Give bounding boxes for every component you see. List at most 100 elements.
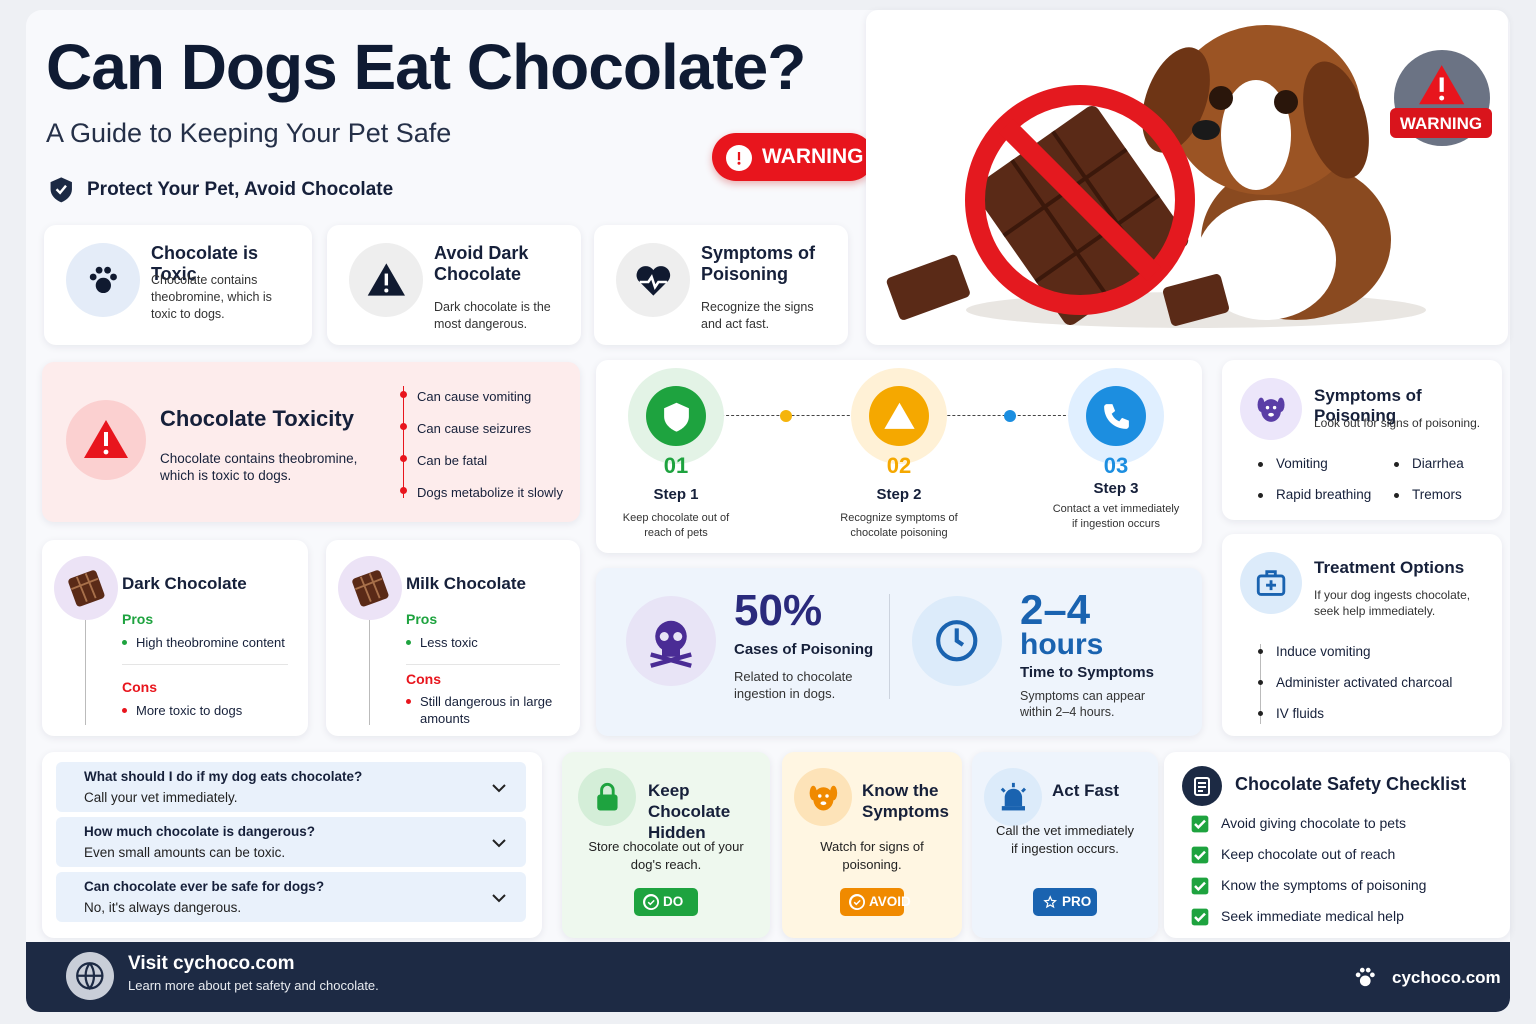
icon-shape: [77, 962, 103, 991]
icon-shape: [89, 266, 117, 293]
card-title: Avoid Dark Chocolate: [434, 243, 529, 284]
icon-shape: [669, 410, 683, 423]
bullet: [1394, 462, 1399, 467]
icon-shape: [1000, 782, 1026, 811]
icon-shape: [1103, 403, 1129, 429]
card-text: Dark chocolate is the most dangerous.: [434, 300, 551, 331]
step-text: Keep chocolate out of reach of pets: [622, 512, 730, 539]
icon-shape: [850, 895, 863, 908]
icon: [849, 894, 865, 910]
icon-shape: [1191, 846, 1209, 864]
icon-shape: [1355, 972, 1361, 977]
icon-shape: [1194, 777, 1210, 796]
faq-answer: No, it's always dangerous.: [84, 900, 242, 915]
pros-label: Pros: [122, 611, 154, 627]
card-title: Symptoms of Poisoning: [701, 243, 816, 284]
tip-badge[interactable]: AVOID: [840, 888, 911, 916]
toxicity-point: Dogs metabolize it slowly: [417, 485, 563, 500]
cons-label: Cons: [406, 671, 441, 687]
toxicity-text: Chocolate contains theobromine, which is…: [160, 451, 358, 483]
icon-shape: [1303, 61, 1369, 179]
icon: [1190, 845, 1210, 865]
treatment-title: Treatment Options: [1314, 558, 1465, 577]
stat-title: Time to Symptoms: [1020, 664, 1154, 681]
warning-pill: WARNING: [712, 133, 874, 181]
corner-warning-label: [1390, 108, 1492, 138]
stem: [85, 620, 86, 725]
bullet: [400, 391, 407, 398]
icon-shape: [354, 572, 382, 602]
icon: [1350, 962, 1380, 992]
icon-shape: [965, 85, 1195, 315]
faq-item[interactable]: Can chocolate ever be safe for dogs? No, …: [56, 872, 526, 922]
stat-title: Cases of Poisoning: [734, 641, 874, 658]
icon-shape: [109, 273, 117, 280]
footer-text: Learn more about pet safety and chocolat…: [128, 978, 379, 993]
bullet: [122, 708, 127, 713]
icon-shape: [1001, 805, 1025, 811]
icon-shape: [655, 620, 687, 653]
icon-shape: [897, 422, 901, 426]
checklist-item: Avoid giving chocolate to pets: [1221, 815, 1406, 831]
icon: [66, 400, 146, 480]
checklist-item: Know the symptoms of poisoning: [1221, 877, 1427, 893]
icon-shape: [1365, 967, 1371, 973]
tip-title: Know the Symptoms: [862, 781, 949, 821]
icon-shape: [1265, 570, 1277, 591]
faq-answer: Call your vet immediately.: [84, 790, 238, 805]
icon-shape: [1274, 90, 1298, 114]
corner-warning-text: WARNING: [1399, 114, 1483, 133]
icon-shape: [639, 273, 667, 290]
icon-shape: [636, 265, 670, 296]
tip-text: Watch for signs of poisoning.: [820, 839, 924, 872]
faq-item[interactable]: How much chocolate is dangerous? Even sma…: [56, 817, 526, 867]
icon-shape: [737, 161, 741, 165]
icon-shape: [1257, 397, 1265, 412]
bullet: [1258, 680, 1263, 685]
steps-card: 01 Step 1 Keep chocolate out of reach of p…: [596, 360, 1202, 553]
chevron: [492, 890, 506, 903]
icon-shape: [492, 839, 506, 848]
icon-shape: [998, 118, 1162, 282]
icon-shape: [1194, 850, 1206, 861]
step-halo: [851, 368, 947, 464]
icon: [1190, 876, 1210, 896]
symptom: Rapid breathing: [1276, 487, 1372, 502]
stat-text: Related to chocolate ingestion in dogs.: [734, 669, 853, 701]
icon-shape: [817, 793, 822, 798]
tip-badge[interactable]: DO: [634, 888, 698, 916]
icon-shape: [1419, 65, 1465, 105]
stat-text: Symptoms can appear within 2–4 hours.: [1020, 689, 1146, 719]
chocolate-card: Milk Chocolate Pros Less toxic Cons Still da…: [326, 540, 580, 736]
card-title: Chocolate is Toxic: [151, 243, 259, 284]
icon-shape: [809, 785, 817, 800]
icon-shape: [596, 782, 618, 811]
icon-shape: [1103, 403, 1129, 429]
card-text: Recognize the signs and act fast.: [701, 300, 814, 331]
icon-shape: [1439, 77, 1445, 93]
faq-item[interactable]: What should I do if my dog eats chocolat…: [56, 762, 526, 812]
bullet: [1394, 493, 1399, 498]
tip-badge[interactable]: PRO: [1033, 888, 1097, 916]
divider: [122, 664, 288, 665]
icon-shape: [1276, 235, 1310, 310]
bullet: [1258, 711, 1263, 716]
icon-shape: [1004, 788, 1022, 806]
icon-shape: [1256, 574, 1286, 596]
checklist-item: Keep chocolate out of reach: [1221, 846, 1396, 862]
stat-unit: hours: [1020, 628, 1104, 661]
icon-shape: [1268, 412, 1274, 417]
icon: [54, 556, 118, 620]
icon-shape: [1192, 120, 1220, 140]
dog-illustration: [886, 25, 1426, 328]
divider: [406, 664, 560, 665]
symptoms-card: Symptoms of Poisoning Look out for signs …: [1222, 360, 1502, 520]
tip-title: Keep Chocolate Hidden: [648, 781, 731, 842]
footer: Visit cychoco.com Learn more about pet sa…: [26, 942, 1510, 1012]
bullet: [1258, 493, 1263, 498]
bullet: [122, 640, 127, 645]
icon-shape: [1191, 815, 1209, 833]
stat-value: 50%: [734, 586, 823, 635]
icon-shape: [1162, 274, 1230, 326]
